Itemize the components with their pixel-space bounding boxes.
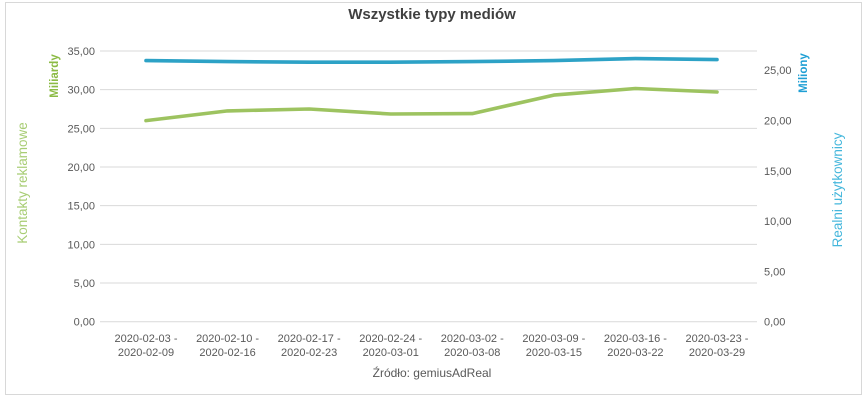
right-axis-tick-label: 20,00 (764, 116, 792, 128)
x-axis-label-line2: 2020-03-22 (607, 347, 663, 359)
x-axis-label-line1: 2020-03-02 - (441, 333, 504, 345)
right-axis-tick-label: 15,00 (764, 166, 792, 178)
left-axis-tick-label: 30,00 (67, 85, 95, 97)
left-axis-tick-label: 15,00 (67, 201, 95, 213)
left-axis-unit-label: Miliardy (49, 54, 61, 98)
x-axis-label-line1: 2020-03-16 - (604, 333, 667, 345)
x-axis-label-line2: 2020-02-09 (118, 347, 174, 359)
left-axis-tick-label: 5,00 (74, 278, 95, 290)
right-axis-tick-label: 10,00 (764, 216, 792, 228)
chart-frame (5, 2, 862, 395)
left-axis-title: Kontakty reklamowe (15, 122, 30, 244)
x-axis-label-line1: 2020-03-09 - (522, 333, 585, 345)
right-axis-tick-label: 0,00 (764, 317, 785, 329)
left-axis-tick-label: 10,00 (67, 239, 95, 251)
x-axis-label-line2: 2020-03-29 (689, 347, 745, 359)
x-axis-label-line2: 2020-03-01 (363, 347, 419, 359)
x-axis-label-line2: 2020-02-16 (199, 347, 255, 359)
series-line-kontakty-reklamowe (144, 86, 719, 123)
chart-title: Wszystkie typy mediów (348, 6, 516, 23)
x-axis-label-line1: 2020-03-23 - (685, 333, 748, 345)
x-axis-label-line2: 2020-03-15 (526, 347, 582, 359)
x-axis-label-line1: 2020-02-17 - (278, 333, 341, 345)
left-axis-tick-label: 20,00 (67, 162, 95, 174)
x-axis-label-line2: 2020-02-23 (281, 347, 337, 359)
right-axis-title: Realni użytkownicy (830, 132, 845, 247)
x-axis-label-line1: 2020-02-03 - (115, 333, 178, 345)
left-axis-tick-label: 0,00 (74, 317, 95, 329)
x-axis-label-line2: 2020-03-08 (444, 347, 500, 359)
right-axis-tick-label: 25,00 (764, 65, 792, 77)
left-axis-tick-label: 25,00 (67, 123, 95, 135)
series-line-realni-uzytkownicy (144, 56, 719, 65)
x-axis-label-line1: 2020-02-10 - (196, 333, 259, 345)
right-axis-tick-label: 5,00 (764, 266, 785, 278)
left-axis-tick-label: 35,00 (67, 46, 95, 58)
x-axis-label-line1: 2020-02-24 - (359, 333, 422, 345)
source-note: Źródło: gemiusAdReal (372, 366, 492, 380)
right-axis-unit-label: Miliony (798, 53, 810, 93)
